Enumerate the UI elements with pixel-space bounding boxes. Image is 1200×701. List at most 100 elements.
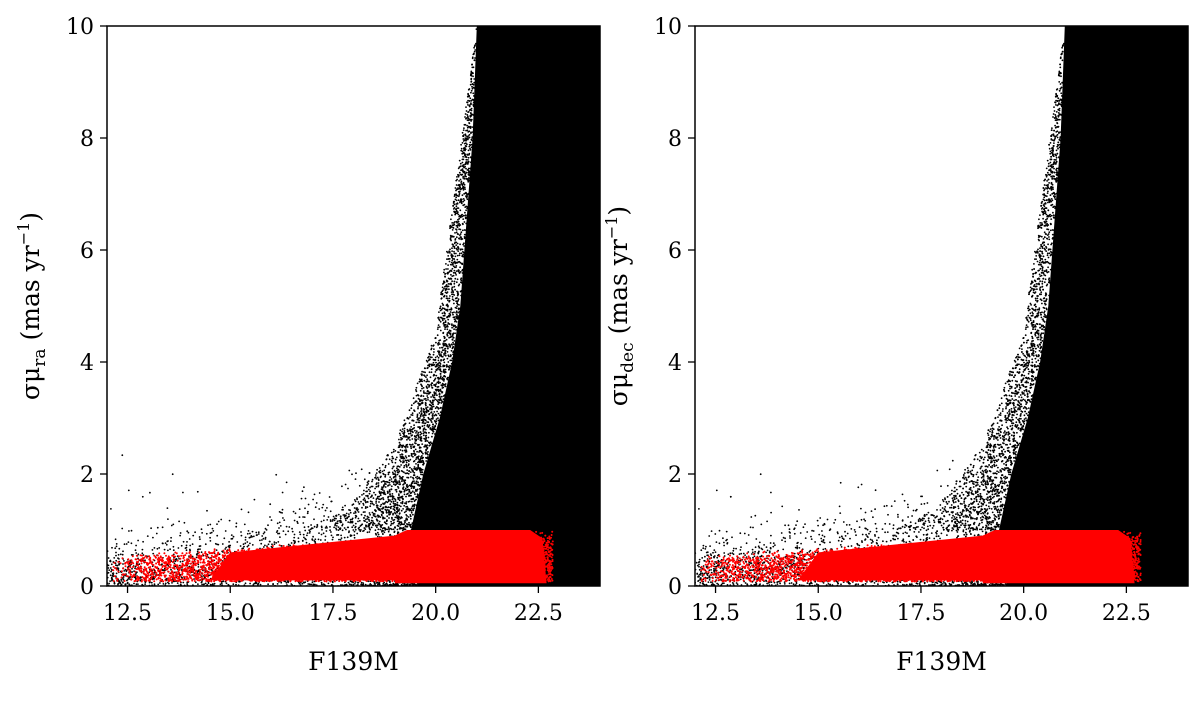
black-point — [474, 57, 476, 59]
black-point — [415, 439, 417, 442]
black-point — [466, 198, 469, 201]
black-point — [242, 547, 245, 550]
black-point — [440, 351, 443, 354]
black-point — [442, 398, 445, 401]
black-point — [371, 478, 374, 481]
black-point — [431, 401, 434, 404]
black-point — [567, 503, 570, 506]
black-point — [434, 385, 437, 388]
black-point — [322, 519, 325, 522]
black-point — [318, 492, 321, 494]
black-point — [407, 455, 410, 457]
black-point — [434, 359, 437, 361]
black-point — [456, 300, 459, 303]
black-point — [389, 493, 391, 496]
black-point — [428, 424, 431, 427]
black-point — [382, 480, 385, 483]
black-point — [430, 383, 432, 386]
black-point — [403, 504, 406, 507]
black-point — [284, 533, 287, 536]
black-point — [413, 450, 415, 453]
black-point — [461, 254, 464, 257]
black-point — [465, 167, 467, 170]
black-point — [320, 533, 323, 536]
black-point — [461, 272, 464, 274]
black-point — [447, 318, 450, 321]
black-point — [418, 412, 421, 414]
black-point — [429, 404, 432, 407]
black-point — [471, 83, 474, 85]
black-point — [457, 167, 460, 170]
black-point — [427, 396, 429, 399]
black-point — [370, 521, 373, 524]
black-point — [462, 155, 464, 158]
black-point — [131, 567, 133, 570]
black-point — [412, 402, 415, 405]
black-point — [408, 470, 410, 473]
black-point — [398, 496, 401, 499]
black-point — [181, 560, 184, 563]
black-point — [257, 582, 260, 585]
black-point — [417, 438, 419, 440]
black-point — [364, 507, 367, 509]
black-point — [205, 532, 208, 535]
black-point — [224, 548, 227, 550]
black-point — [443, 342, 445, 345]
black-point — [456, 317, 459, 320]
black-point — [452, 291, 455, 294]
black-point — [414, 429, 416, 432]
black-point — [509, 503, 511, 505]
black-point — [434, 424, 437, 427]
black-point — [430, 382, 433, 384]
black-point — [450, 278, 453, 280]
black-point — [394, 503, 397, 505]
black-point — [432, 345, 435, 347]
black-point — [434, 392, 437, 395]
black-point — [443, 358, 446, 361]
black-point — [418, 467, 420, 469]
black-point — [201, 583, 204, 586]
black-point — [471, 87, 474, 90]
black-point — [451, 338, 454, 341]
black-point — [555, 498, 558, 500]
black-point — [466, 124, 468, 127]
black-point — [395, 456, 398, 459]
black-point — [526, 476, 529, 479]
black-point — [421, 443, 424, 445]
black-point — [464, 211, 466, 214]
black-point — [364, 514, 366, 517]
black-point — [362, 511, 365, 513]
black-point — [447, 376, 450, 379]
black-point — [429, 376, 432, 379]
black-point — [420, 436, 423, 438]
black-point — [141, 495, 144, 498]
black-point — [390, 501, 393, 503]
black-point — [471, 63, 473, 66]
black-point — [437, 359, 440, 362]
black-point — [320, 520, 323, 523]
black-point — [398, 438, 400, 441]
black-point — [398, 441, 401, 444]
black-point — [436, 410, 438, 413]
black-point — [429, 353, 431, 356]
black-point — [581, 567, 583, 570]
black-point — [473, 46, 475, 49]
black-point — [403, 427, 406, 430]
black-point — [142, 540, 145, 543]
black-point — [461, 173, 464, 176]
black-point — [455, 179, 458, 182]
black-point — [467, 162, 469, 164]
black-point — [401, 445, 404, 448]
black-point — [209, 536, 212, 539]
black-point — [357, 517, 360, 520]
black-point — [107, 557, 110, 559]
black-point — [418, 419, 420, 422]
black-point — [446, 378, 449, 381]
black-point — [376, 531, 379, 534]
black-point — [574, 517, 577, 519]
black-point — [459, 215, 462, 218]
black-point — [311, 539, 314, 541]
black-point — [398, 451, 400, 454]
black-point — [388, 490, 391, 493]
black-point — [465, 191, 467, 194]
